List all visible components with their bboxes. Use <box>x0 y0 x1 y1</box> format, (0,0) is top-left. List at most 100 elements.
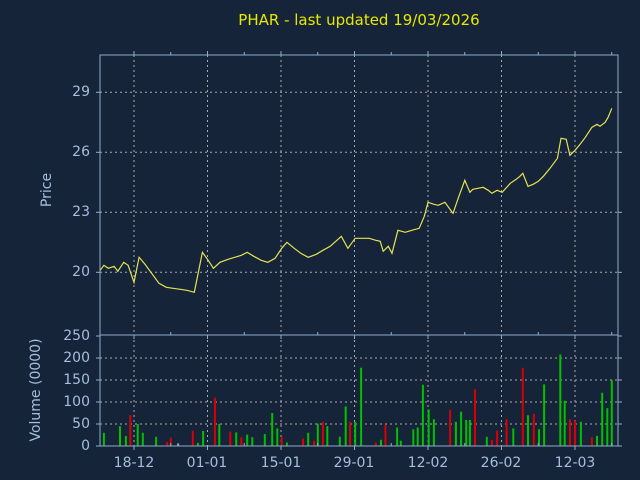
volume-bar <box>474 389 476 446</box>
volume-bar <box>360 367 363 446</box>
volume-bar <box>449 409 452 446</box>
volume-bar <box>601 392 604 446</box>
volume-bar <box>321 421 324 446</box>
price-tick-26: 26 <box>72 144 90 160</box>
date-tick-12-03: 12-03 <box>554 455 596 471</box>
volume-bar <box>416 427 419 446</box>
volume-bar <box>271 413 274 446</box>
date-tick-01-01: 01-01 <box>186 455 228 471</box>
volume-bar <box>512 428 515 446</box>
date-tick-26-02: 26-02 <box>480 455 522 471</box>
volume-bar <box>229 431 232 446</box>
price-axis-title: Price <box>39 172 55 208</box>
volume-bar <box>384 424 387 446</box>
volume-bar <box>521 367 524 446</box>
volume-bar <box>496 430 499 446</box>
volume-bar <box>543 384 546 446</box>
volume-bars <box>102 354 613 446</box>
volume-bar <box>280 436 283 446</box>
volume-bar <box>610 380 613 446</box>
date-tick-29-01: 29-01 <box>333 455 375 471</box>
volume-bar <box>344 406 347 446</box>
volume-bar <box>590 437 593 446</box>
volume-bar <box>307 432 310 446</box>
volume-bar <box>349 421 352 446</box>
gridlines <box>100 55 618 446</box>
volume-bar <box>505 419 508 446</box>
volume-bar <box>574 420 576 446</box>
volume-bar <box>251 437 254 446</box>
price-tick-20: 20 <box>72 264 90 280</box>
volume-tick-200: 200 <box>63 350 90 366</box>
volume-bar <box>460 411 463 446</box>
volume-bar <box>538 429 540 446</box>
volume-bar <box>579 421 582 446</box>
volume-bar <box>527 415 529 446</box>
volume-bar <box>316 423 319 446</box>
volume-bar <box>213 397 216 446</box>
volume-bar <box>124 435 127 446</box>
volume-bar <box>218 424 221 446</box>
volume-bar <box>240 437 243 446</box>
price-plot-frame <box>99 54 619 336</box>
volume-bar <box>313 440 316 446</box>
volume-bar <box>568 419 571 446</box>
volume-bar <box>338 436 341 446</box>
volume-bar <box>235 432 238 446</box>
volume-bar <box>606 408 609 446</box>
volume-bar <box>246 434 249 446</box>
volume-bar <box>485 436 488 446</box>
volume-tick-150: 150 <box>63 372 90 388</box>
volume-bar <box>454 421 457 446</box>
volume-bar <box>302 438 304 446</box>
volume-bar <box>374 442 377 446</box>
volume-bar <box>102 432 105 446</box>
date-tick-18-12: 18-12 <box>113 455 155 471</box>
volume-bar <box>465 420 468 446</box>
volume-bar <box>169 437 172 446</box>
volume-bar <box>129 415 132 446</box>
plot-frames <box>99 54 619 447</box>
volume-bar <box>276 428 279 446</box>
volume-bar <box>559 354 562 446</box>
volume-tick-0: 0 <box>81 438 90 454</box>
price-tick-29: 29 <box>72 84 90 100</box>
volume-bar <box>354 421 357 446</box>
volume-bar <box>490 439 493 446</box>
price-tick-23: 23 <box>72 204 90 220</box>
volume-bar <box>136 424 139 446</box>
date-tick-15-01: 15-01 <box>260 455 302 471</box>
volume-plot-frame <box>99 334 619 447</box>
volume-bar <box>532 413 535 446</box>
volume-bar <box>119 426 121 446</box>
volume-bar <box>412 429 415 446</box>
volume-bar <box>432 419 435 446</box>
volume-bar <box>468 420 471 446</box>
volume-bar <box>263 434 266 446</box>
volume-bar <box>155 436 158 446</box>
volume-bar <box>326 426 329 446</box>
volume-tick-100: 100 <box>63 394 90 410</box>
volume-bar <box>596 435 598 446</box>
tick-marks <box>96 51 622 450</box>
volume-bar <box>563 400 566 446</box>
volume-bar <box>285 442 288 446</box>
volume-tick-50: 50 <box>72 416 90 432</box>
volume-bar <box>177 443 180 446</box>
volume-bar <box>166 442 169 446</box>
date-tick-12-02: 12-02 <box>407 455 449 471</box>
volume-bar <box>202 431 205 446</box>
volume-bar <box>196 442 199 446</box>
volume-bar <box>380 439 382 446</box>
volume-bar <box>427 409 430 446</box>
volume-axis-title: Volume (0000) <box>28 338 44 442</box>
volume-bar <box>396 427 399 446</box>
price-line <box>99 108 613 294</box>
volume-bar <box>191 430 194 446</box>
volume-bar <box>421 384 424 446</box>
volume-bar <box>141 432 144 446</box>
chart-title: PHAR - last updated 19/03/2026 <box>238 11 480 29</box>
volume-bar <box>399 440 402 446</box>
